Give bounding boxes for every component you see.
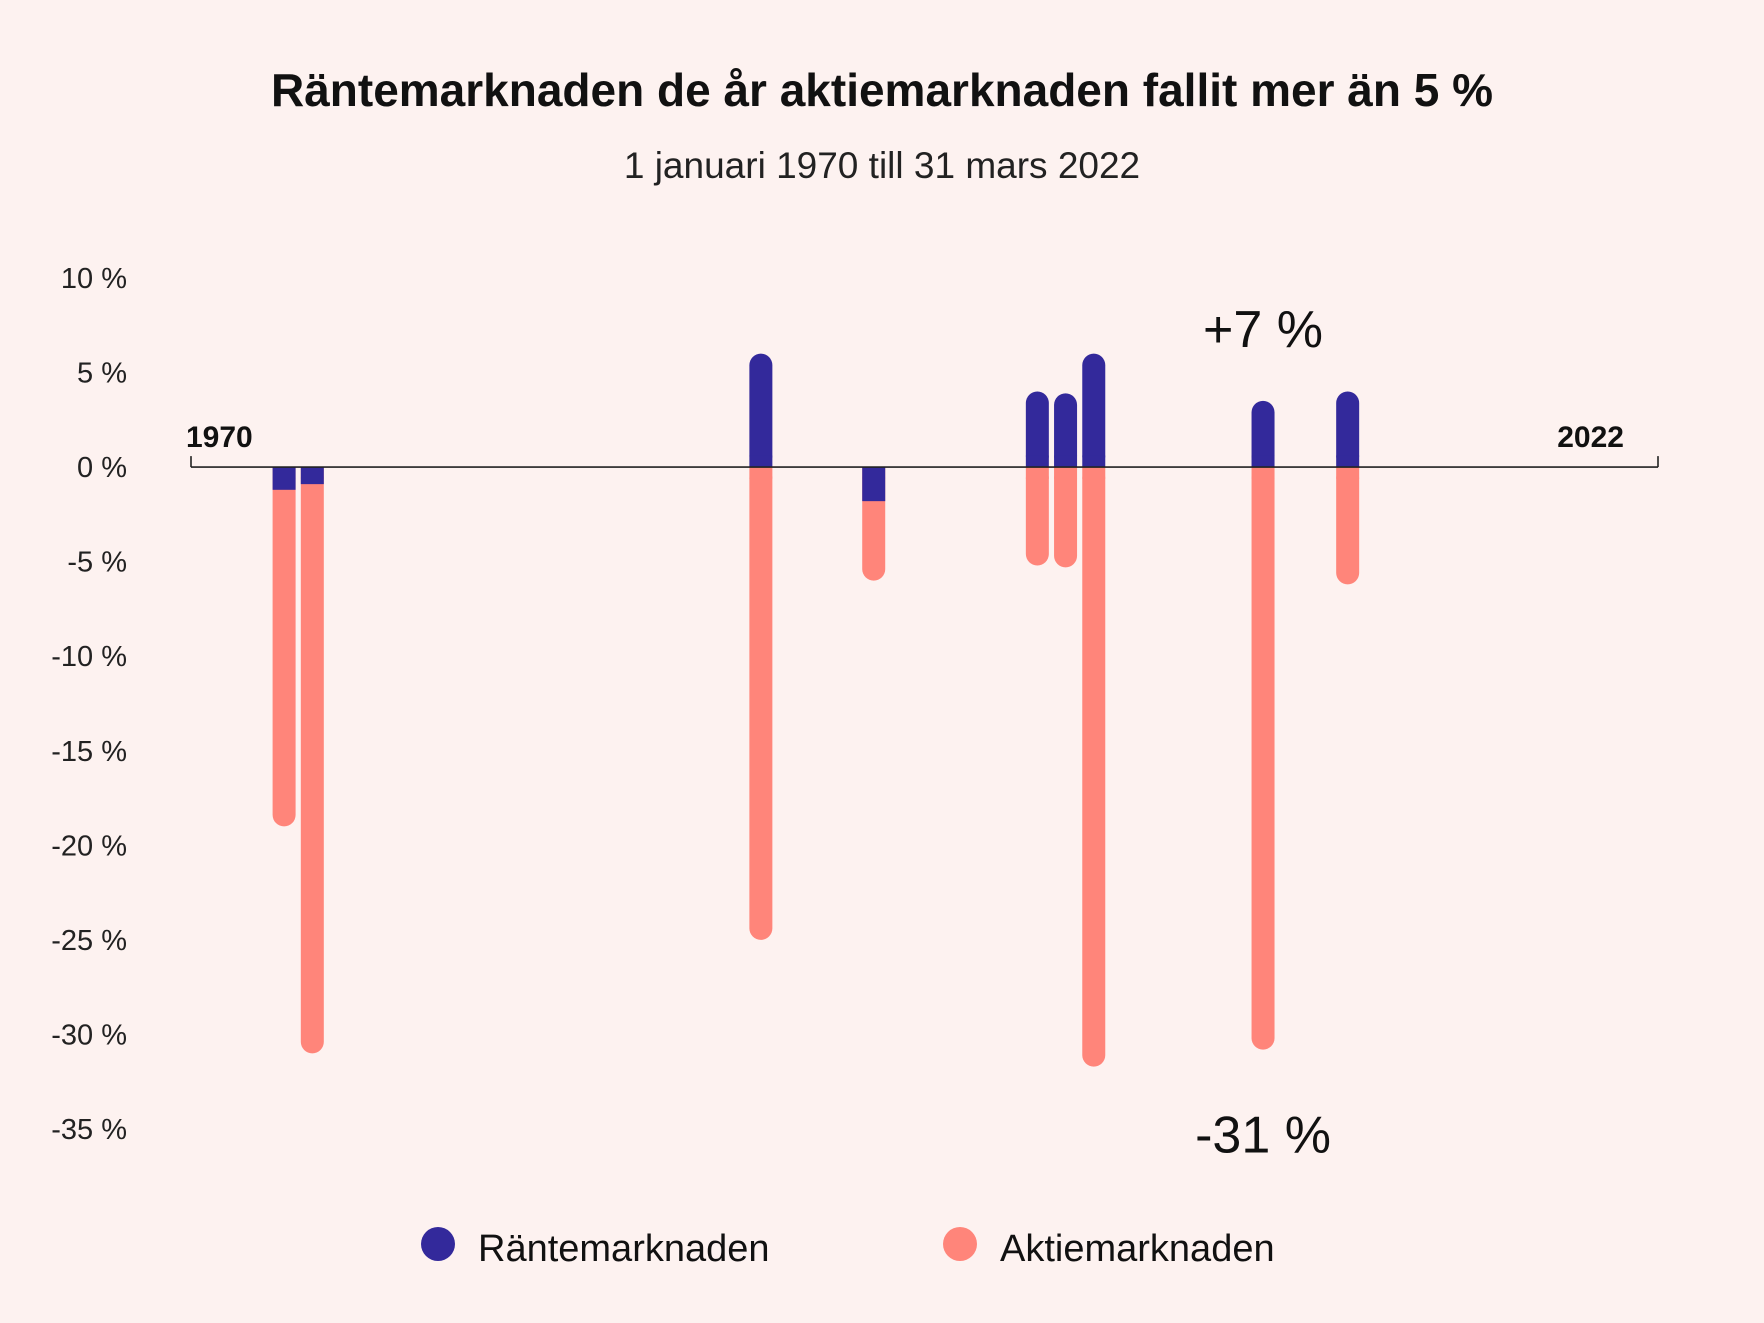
y-tick-label: -15 % <box>51 736 127 768</box>
legend-label-aktie: Aktiemarknaden <box>1000 1228 1275 1270</box>
bar-rantemarknaden <box>862 467 886 502</box>
bar-rantemarknaden <box>1251 400 1275 468</box>
x-axis-end-label: 2022 <box>1557 421 1624 454</box>
annotations: +7 % -31 % <box>1195 301 1331 1165</box>
x-axis-start-label: 1970 <box>186 421 253 454</box>
y-tick-label: -35 % <box>51 1114 127 1146</box>
bar-aktiemarknaden <box>1054 467 1078 568</box>
legend: Räntemarknaden Aktiemarknaden <box>421 1227 1275 1270</box>
bar-rantemarknaden <box>300 467 324 485</box>
bar-aktiemarknaden <box>1336 467 1360 585</box>
y-tick-label: -25 % <box>51 925 127 957</box>
y-tick-label: 0 % <box>77 452 127 484</box>
bar-rantemarknaden <box>272 467 296 490</box>
y-tick-label: 5 % <box>77 358 127 390</box>
chart-subtitle: 1 januari 1970 till 31 mars 2022 <box>624 145 1140 186</box>
y-tick-label: -20 % <box>51 830 127 862</box>
bar-rantemarknaden <box>1025 391 1049 468</box>
bar-rantemarknaden <box>1082 353 1106 468</box>
bar-aktiemarknaden <box>1082 467 1106 1067</box>
bar-rantemarknaden <box>749 353 773 468</box>
bar-rantemarknaden <box>1054 393 1078 468</box>
bar-aktiemarknaden <box>749 467 773 940</box>
legend-swatch-rente <box>421 1227 455 1261</box>
legend-label-rente: Räntemarknaden <box>478 1228 770 1270</box>
y-tick-label: -10 % <box>51 641 127 673</box>
annotation-label: +7 % <box>1203 301 1323 359</box>
y-tick-label: -5 % <box>67 547 127 579</box>
chart-title: Räntemarknaden de år aktiemarknaden fall… <box>271 64 1493 116</box>
bar-rantemarknaden <box>1336 391 1360 468</box>
y-tick-label: 10 % <box>61 263 127 295</box>
bar-aktiemarknaden <box>272 467 296 827</box>
bars <box>272 353 1360 1067</box>
y-tick-label: -30 % <box>51 1019 127 1051</box>
bar-aktiemarknaden <box>300 467 324 1054</box>
y-axis-ticks: 10 % 5 % 0 % -5 % -10 % -15 % -20 % -25 % -30 % -… <box>51 263 127 1146</box>
legend-swatch-aktie <box>943 1227 977 1261</box>
bar-aktiemarknaden <box>1251 467 1275 1050</box>
bar-aktiemarknaden <box>1025 467 1049 566</box>
annotation-label: -31 % <box>1195 1107 1331 1165</box>
